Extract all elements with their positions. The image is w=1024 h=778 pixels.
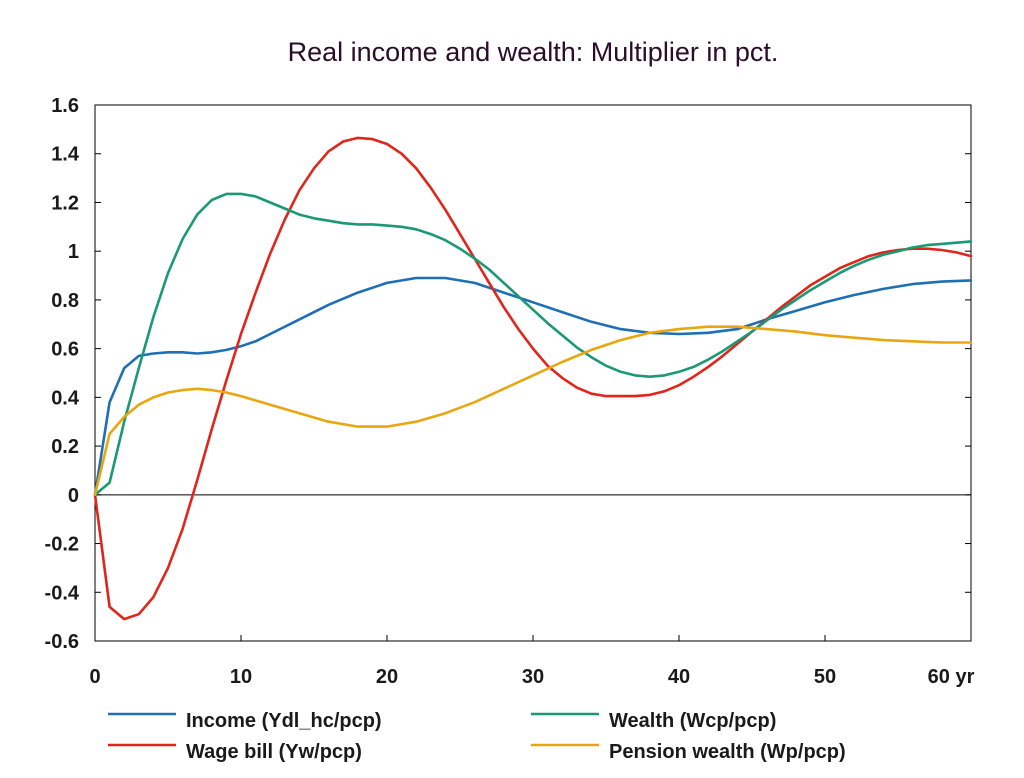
y-tick-label: 1.4 [51, 144, 80, 166]
x-tick-label: 20 [376, 666, 398, 688]
legend: Income (Ydl_hc/pcp) Wage bill (Yw/pcp) Wea… [108, 710, 846, 763]
y-tick-label: -0.2 [45, 534, 79, 556]
x-tick-label: 10 [230, 666, 252, 688]
plot-frame [94, 104, 972, 642]
series-lines [93, 136, 973, 621]
y-tick-label: 1.6 [51, 95, 79, 117]
y-tick-label: 1 [68, 241, 79, 263]
chart-title: Real income and wealth: Multiplier in pc… [288, 37, 779, 67]
x-tick-label: 60 yr [928, 666, 975, 688]
y-tick-label: 0.2 [51, 436, 79, 458]
y-tick-label: -0.4 [45, 582, 80, 604]
x-tick-label: 40 [668, 666, 690, 688]
x-axis: 0 10 20 30 40 50 60 yr [89, 635, 975, 688]
x-tick-label: 30 [522, 666, 544, 688]
legend-label-2: Wealth (Wcp/pcp) [609, 710, 776, 732]
legend-label-1: Wage bill (Yw/pcp) [186, 741, 362, 763]
legend-label-3: Pension wealth (Wp/pcp) [609, 741, 846, 763]
series-line-1 [93, 136, 973, 621]
series-line-2 [93, 192, 973, 497]
y-tick-label: -0.6 [45, 631, 79, 653]
y-tick-label: 0 [68, 485, 79, 507]
y-tick-label: 1.2 [51, 192, 79, 214]
y-tick-label: 0.8 [51, 290, 79, 312]
y-axis: -0.6 -0.4 -0.2 0 0.2 0.4 0.6 0.8 1 1.2 1.4 1.6 [45, 95, 971, 653]
x-tick-label: 50 [814, 666, 836, 688]
x-tick-label: 0 [89, 666, 100, 688]
series-line-0 [93, 276, 973, 497]
y-tick-label: 0.6 [51, 339, 79, 361]
series-line-3 [93, 325, 973, 497]
legend-label-0: Income (Ydl_hc/pcp) [186, 710, 382, 732]
y-tick-label: 0.4 [51, 387, 80, 409]
